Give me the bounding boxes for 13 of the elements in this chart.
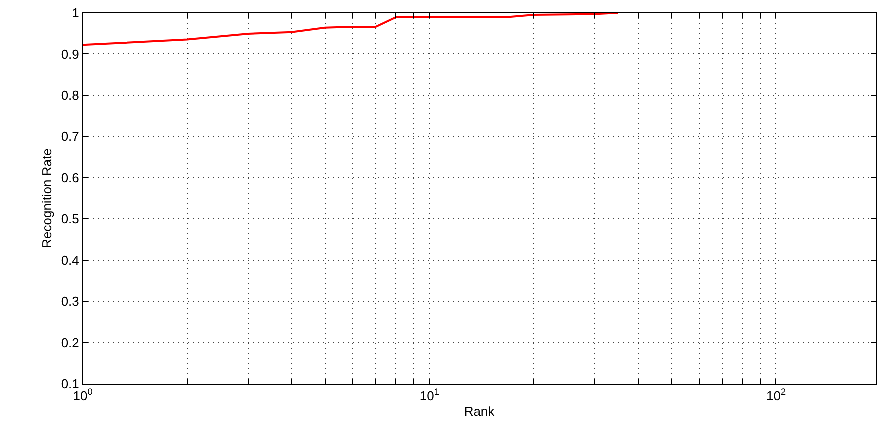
x-tick-label: 10$^{2}$ <box>766 387 786 404</box>
y-tick-label: 0.4 <box>61 252 80 268</box>
y-tick-label: 0.6 <box>61 170 80 186</box>
y-tick-label: 0.7 <box>61 129 80 144</box>
y-tick-label: 0.9 <box>61 46 80 62</box>
y-tick-label: 0.8 <box>61 88 80 103</box>
x-tick-label: 10$^{1}$ <box>420 387 440 404</box>
y-tick-label: 1 <box>72 6 80 21</box>
y-axis-title: Recognition Rate <box>39 148 54 248</box>
y-tick-label: 0.3 <box>61 294 80 310</box>
y-tick-label: 0.5 <box>61 212 80 227</box>
x-axis-title: Rank <box>464 404 496 420</box>
y-tick-label: 0.2 <box>61 335 80 350</box>
